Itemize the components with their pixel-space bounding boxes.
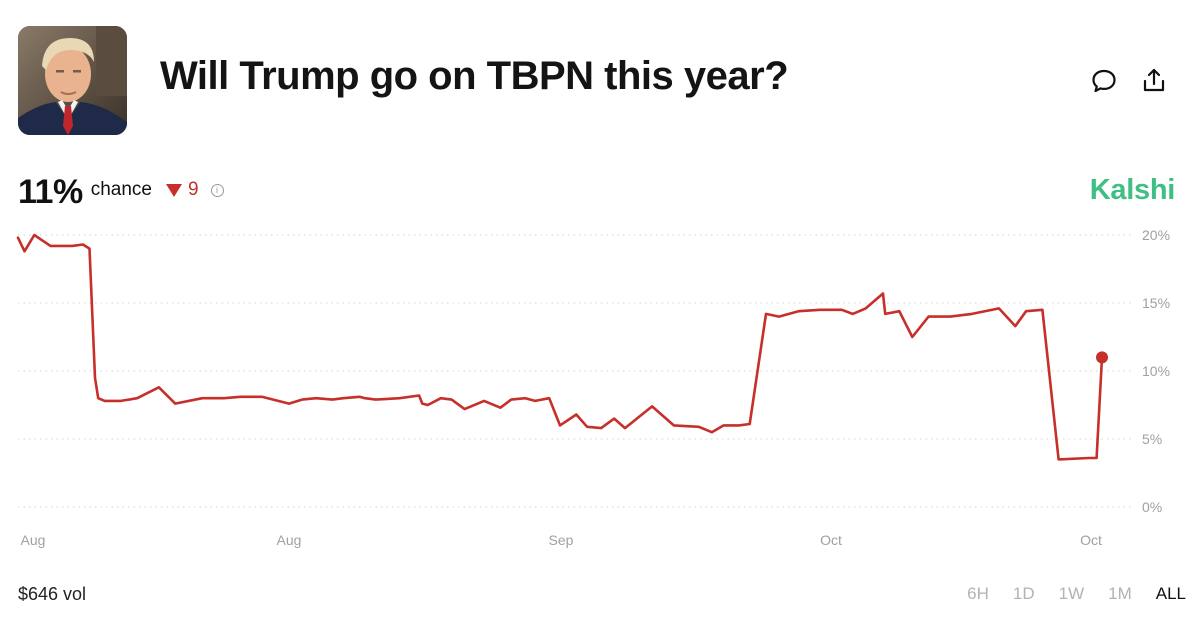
chance-label: chance (90, 179, 152, 200)
x-tick-label: Aug (277, 532, 302, 548)
probability-summary: 11% chance 9 i (18, 170, 224, 214)
page-title: Will Trump go on TBPN this year? (160, 54, 789, 98)
change-value: 9 (187, 179, 199, 200)
current-point-marker (1096, 351, 1108, 364)
avatar-portrait (18, 26, 127, 135)
y-tick-label: 15% (1142, 295, 1170, 311)
range-1w[interactable]: 1W (1058, 584, 1085, 603)
probability-chart: 0% 5% 10% 15% 20% Aug Aug Sep Oct Oct (16, 227, 1170, 548)
x-tick-label: Aug (21, 532, 46, 548)
info-icon[interactable]: i (210, 183, 224, 197)
range-1d[interactable]: 1D (1012, 584, 1035, 603)
series-line (16, 233, 1104, 461)
y-tick-label: 5% (1142, 431, 1162, 447)
change-indicator: 9 (165, 179, 199, 201)
comment-button[interactable] (1089, 66, 1119, 96)
share-button[interactable] (1139, 66, 1169, 96)
range-1m[interactable]: 1M (1108, 584, 1132, 603)
probability-value: 11% (18, 172, 83, 211)
range-6h[interactable]: 6H (967, 584, 989, 603)
avatar (18, 26, 127, 135)
y-tick-label: 10% (1142, 363, 1170, 379)
x-tick-label: Oct (820, 532, 842, 548)
range-all[interactable]: ALL (1155, 584, 1186, 603)
brand-logo: Kalshi (1089, 174, 1176, 206)
comment-icon (1092, 69, 1116, 93)
x-tick-label: Oct (1080, 532, 1102, 548)
x-tick-label: Sep (549, 532, 574, 548)
time-range-selector: 6H 1D 1W 1M ALL (943, 584, 1186, 604)
share-icon (1143, 68, 1165, 92)
volume-label: $646 vol (18, 584, 87, 604)
caret-down-icon (165, 183, 182, 197)
y-tick-label: 0% (1142, 499, 1162, 515)
y-tick-label: 20% (1142, 227, 1170, 243)
